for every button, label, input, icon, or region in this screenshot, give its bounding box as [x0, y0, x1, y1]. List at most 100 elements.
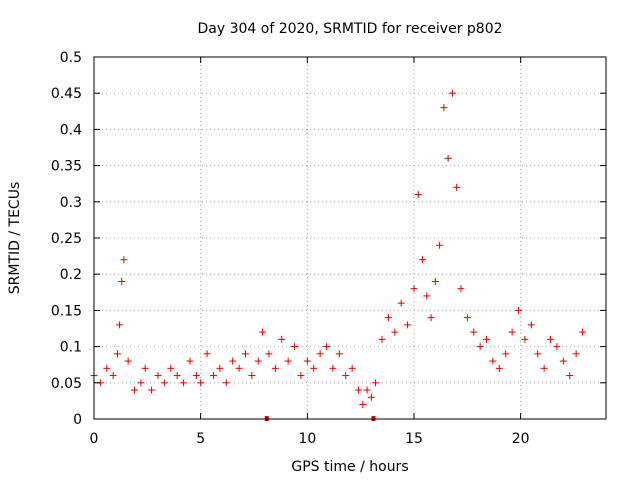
data-point — [384, 314, 392, 322]
data-point — [192, 372, 200, 380]
data-point — [419, 256, 427, 264]
data-point — [137, 379, 145, 387]
data-point — [222, 379, 230, 387]
y-tick-label: 0.1 — [60, 340, 82, 356]
x-tick-label: 5 — [196, 431, 205, 447]
data-point — [440, 104, 448, 112]
data-point — [216, 364, 224, 372]
data-point — [203, 350, 211, 358]
y-tick-label: 0.35 — [51, 159, 82, 175]
data-point — [109, 372, 117, 380]
y-tick-label: 0.45 — [51, 86, 82, 102]
data-point — [113, 350, 121, 358]
axis-ticks: 0 0.05 0.1 0.15 0.2 0.25 0.3 0.35 0.4 0.45 0.5 0 5 10… — [51, 50, 606, 447]
data-point — [303, 357, 311, 365]
data-point — [410, 285, 418, 293]
data-point — [197, 379, 205, 387]
data-point — [265, 350, 273, 358]
data-point — [310, 364, 318, 372]
data-point — [483, 335, 491, 343]
x-tick-label: 0 — [90, 431, 99, 447]
data-point — [160, 379, 168, 387]
data-point — [120, 256, 128, 264]
chart-title: Day 304 of 2020, SRMTID for receiver p80… — [197, 21, 502, 37]
data-point — [431, 277, 439, 285]
data-point — [427, 314, 435, 322]
y-tick-label: 0 — [73, 412, 82, 428]
data-point — [141, 364, 149, 372]
data-point — [391, 328, 399, 336]
data-point — [579, 328, 587, 336]
x-tick-label: 15 — [405, 431, 423, 447]
data-point — [515, 306, 523, 314]
data-point — [235, 364, 243, 372]
data-point — [489, 357, 497, 365]
data-point — [502, 350, 510, 358]
data-point — [284, 357, 292, 365]
y-tick-label: 0.3 — [60, 195, 82, 211]
grid — [94, 57, 606, 419]
data-point — [329, 364, 337, 372]
data-point — [559, 357, 567, 365]
data-point — [566, 372, 574, 380]
data-point — [254, 357, 262, 365]
data-point — [495, 364, 503, 372]
data-point — [527, 321, 535, 329]
x-tick-label: 10 — [298, 431, 316, 447]
data-point — [342, 372, 350, 380]
data-point — [154, 372, 162, 380]
data-point — [378, 335, 386, 343]
data-points — [90, 89, 587, 409]
y-tick-label: 0.25 — [51, 231, 82, 247]
y-tick-label: 0.15 — [51, 303, 82, 319]
data-point — [547, 335, 555, 343]
data-point — [291, 343, 299, 351]
y-tick-label: 0.4 — [60, 122, 82, 138]
data-point — [259, 328, 267, 336]
data-point — [534, 350, 542, 358]
data-point — [448, 89, 456, 97]
data-point — [355, 386, 363, 394]
data-point — [348, 364, 356, 372]
data-point — [414, 191, 422, 199]
data-point — [297, 372, 305, 380]
data-point — [359, 401, 367, 409]
data-point — [508, 328, 516, 336]
data-point — [463, 314, 471, 322]
data-point — [248, 372, 256, 380]
data-point — [404, 321, 412, 329]
data-point — [521, 335, 529, 343]
data-point — [186, 357, 194, 365]
y-tick-label: 0.05 — [51, 376, 82, 392]
data-point — [180, 379, 188, 387]
data-point — [436, 241, 444, 249]
data-point — [103, 364, 111, 372]
x-axis-label: GPS time / hours — [291, 459, 408, 475]
data-point — [118, 277, 126, 285]
data-point — [124, 357, 132, 365]
data-point — [241, 350, 249, 358]
data-point — [271, 364, 279, 372]
data-point — [372, 379, 380, 387]
data-point — [316, 350, 324, 358]
data-point — [453, 183, 461, 191]
data-point — [476, 343, 484, 351]
data-point — [229, 357, 237, 365]
data-point — [397, 299, 405, 307]
x-tick-label: 20 — [512, 431, 530, 447]
data-point — [148, 386, 156, 394]
data-point — [363, 386, 371, 394]
data-point — [367, 393, 375, 401]
data-point — [116, 321, 124, 329]
data-point — [457, 285, 465, 293]
data-point — [540, 364, 548, 372]
data-point — [335, 350, 343, 358]
data-point — [323, 343, 331, 351]
data-point — [444, 154, 452, 162]
data-point — [167, 364, 175, 372]
data-point — [553, 343, 561, 351]
data-point — [423, 292, 431, 300]
y-tick-label: 0.5 — [60, 50, 82, 66]
y-tick-label: 0.2 — [60, 267, 82, 283]
